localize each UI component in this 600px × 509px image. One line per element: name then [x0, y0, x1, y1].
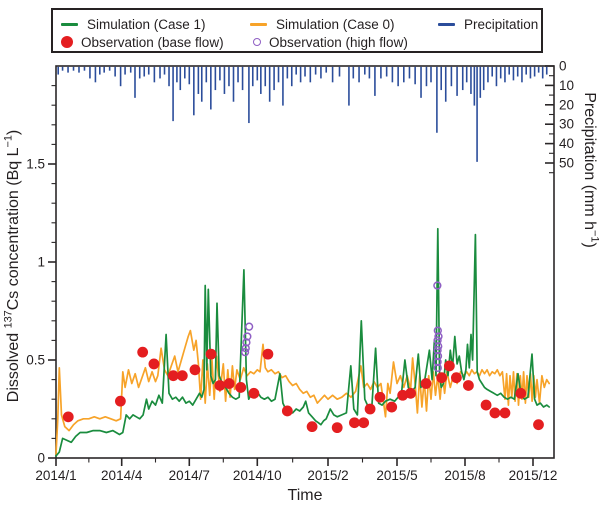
high-flow-observation-point: [433, 281, 442, 290]
legend-label: Simulation (Case 1): [87, 16, 206, 32]
y-axis-right-title: Precipitation (mm h−1): [581, 92, 600, 248]
case1-line: [55, 227, 551, 457]
base-flow-observation-point: [386, 401, 398, 413]
base-flow-observation-point: [515, 387, 527, 399]
base-flow-observation-point: [214, 380, 226, 391]
base-flow-observation-point: [443, 360, 455, 372]
base-flow-observation-point: [205, 348, 217, 360]
y-right-tick-label: 50: [559, 156, 574, 171]
base-flow-observation-point: [223, 378, 235, 389]
base-flow-observation-point: [189, 364, 201, 376]
case1-line-marker: [61, 22, 78, 26]
base-flow-observation-point: [148, 358, 160, 370]
high-flow-observation-point: [433, 326, 442, 335]
high-flow-observation-point: [433, 363, 442, 372]
base-flow-observation-point: [480, 399, 492, 411]
base-flow-observation-point: [114, 395, 126, 407]
high-flow-observation-point: [433, 336, 442, 345]
high-flow-observation-point: [433, 357, 442, 367]
y-right-tick-label: 40: [559, 136, 574, 151]
high-flow-observation-point: [241, 344, 250, 353]
legend-label: Observation (base flow): [81, 34, 224, 50]
base-flow-observation-point: [364, 403, 376, 415]
legend-item-observation-high-flow: Observation (high flow): [253, 34, 408, 50]
high-flow-observation-point: [434, 332, 443, 341]
x-tick-label: 2014/7: [169, 468, 210, 483]
legend-item-simulation-case0: Simulation (Case 0): [250, 16, 395, 32]
high-flow-observation-point: [433, 346, 442, 355]
high-flow-ring-marker: [253, 38, 261, 46]
base-flow-observation-point: [167, 370, 179, 382]
base-flow-observation-point: [306, 421, 318, 433]
base-flow-observation-point: [248, 387, 260, 399]
base-flow-observation-point: [358, 417, 370, 429]
base-flow-observation-point: [262, 348, 274, 360]
x-tick-label: 2015/8: [444, 468, 485, 483]
precipitation-line-marker: [438, 22, 455, 26]
x-axis-title: Time: [287, 487, 323, 504]
y-left-tick-label: 0: [37, 451, 45, 466]
legend: Simulation (Case 1) Simulation (Case 0) …: [51, 8, 543, 53]
base-flow-observation-point: [420, 378, 432, 389]
base-flow-observation-point: [62, 411, 74, 423]
y-right-tick-label: 10: [559, 78, 574, 93]
case0-line-marker: [250, 22, 267, 26]
y-left-tick-label: 0.5: [26, 353, 45, 368]
base-flow-observation-point: [281, 405, 293, 417]
high-flow-observation-point: [240, 348, 250, 357]
base-flow-observation-point: [533, 419, 544, 431]
legend-item-precipitation: Precipitation: [438, 16, 538, 32]
y-axis-left-title: Dissolved 137Cs concentration (Bq L−1): [2, 129, 22, 403]
y-left-tick-label: 1.5: [26, 157, 45, 172]
plot-frame: [55, 65, 555, 459]
base-flow-observation-point: [235, 382, 247, 393]
high-flow-observation-point: [243, 332, 252, 341]
x-tick-label: 2014/4: [101, 468, 143, 483]
x-tick-label: 2015/5: [376, 468, 417, 483]
case0-line: [55, 329, 551, 455]
legend-item-simulation-case1: Simulation (Case 1): [61, 16, 206, 32]
base-flow-observation-point: [137, 346, 149, 358]
high-flow-observation-point: [433, 351, 443, 361]
base-flow-observation-point: [450, 372, 462, 384]
legend-item-observation-base-flow: Observation (base flow): [61, 34, 224, 50]
legend-label: Precipitation: [464, 16, 539, 32]
x-tick-label: 2015/2: [307, 468, 348, 483]
base-flow-observation-point: [499, 407, 511, 419]
base-flow-observation-point: [176, 370, 188, 382]
base-flow-observation-point: [463, 380, 474, 391]
base-flow-dot-marker: [61, 36, 73, 48]
y-right-tick-label: 30: [559, 117, 574, 132]
base-flow-observation-point: [436, 372, 448, 384]
x-tick-label: 2015/12: [509, 468, 558, 483]
y-right-tick-label: 20: [559, 97, 574, 112]
y-right-tick-label: 0: [559, 59, 567, 74]
high-flow-observation-point: [244, 322, 254, 331]
base-flow-observation-point: [374, 391, 386, 403]
base-flow-observation-point: [489, 407, 501, 419]
high-flow-observation-point: [242, 338, 251, 347]
base-flow-observation-point: [331, 422, 343, 434]
x-tick-label: 2014/1: [35, 468, 76, 483]
high-flow-observation-point: [434, 342, 443, 351]
legend-label: Simulation (Case 0): [276, 16, 395, 32]
x-tick-label: 2014/10: [233, 468, 282, 483]
base-flow-observation-point: [349, 417, 360, 429]
y-left-tick-label: 1: [37, 255, 45, 270]
legend-label: Observation (high flow): [269, 34, 408, 50]
base-flow-observation-point: [405, 387, 416, 399]
